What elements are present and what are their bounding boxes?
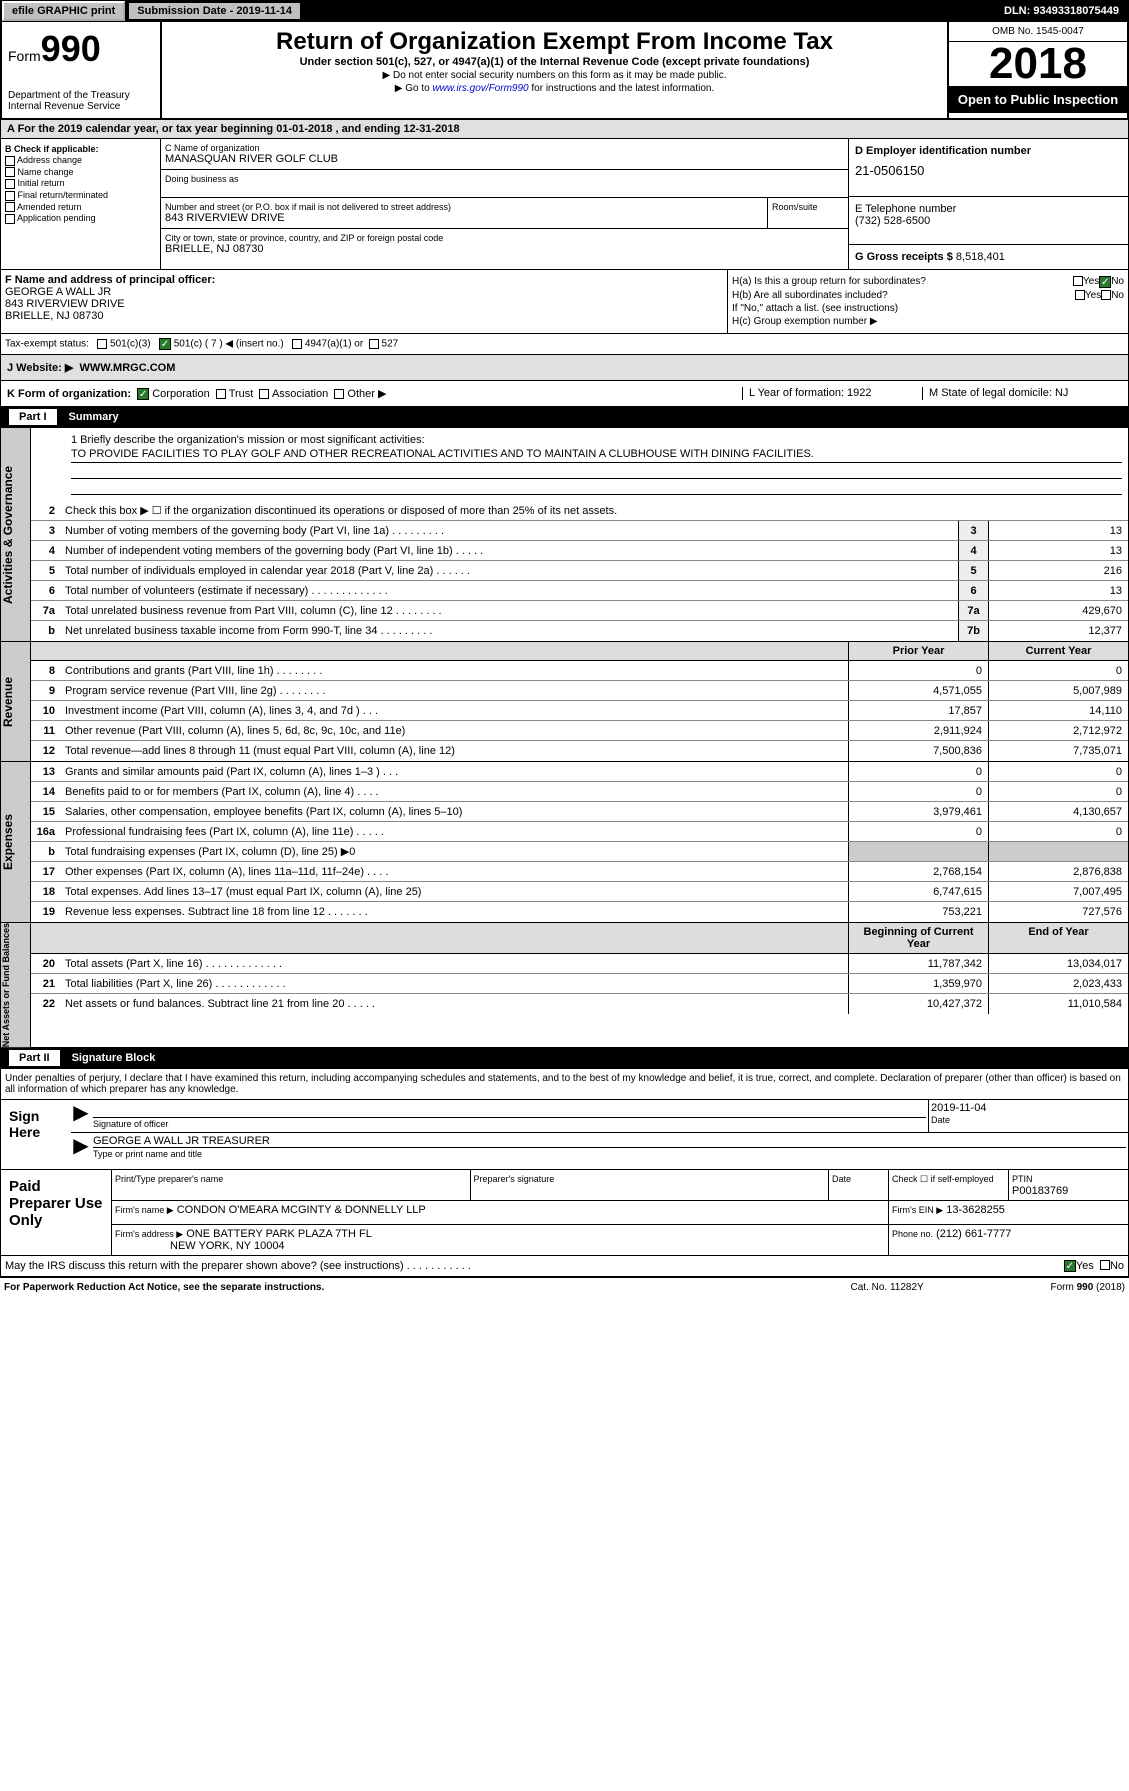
perjury-text: Under penalties of perjury, I declare th… (0, 1069, 1129, 1100)
part-1-header: Part ISummary (0, 407, 1129, 428)
year-formation: L Year of formation: 1922 (742, 387, 922, 400)
revenue-section: Revenue Prior YearCurrent Year 8Contribu… (0, 642, 1129, 762)
sign-here-block: Sign Here ▶ Signature of officer 2019-11… (0, 1100, 1129, 1170)
dept-label: Department of the Treasury Internal Reve… (8, 90, 154, 112)
box-c-street: Number and street (or P.O. box if mail i… (161, 198, 768, 228)
discuss-row: May the IRS discuss this return with the… (0, 1256, 1129, 1277)
line-21: 21Total liabilities (Part X, line 26) . … (31, 974, 1128, 994)
state-domicile: M State of legal domicile: NJ (922, 387, 1122, 400)
box-c-city: City or town, state or province, country… (161, 228, 848, 259)
line-5: 5Total number of individuals employed in… (31, 561, 1128, 581)
irs-link[interactable]: www.irs.gov/Form990 (432, 83, 528, 94)
box-c-room: Room/suite (768, 198, 848, 228)
top-bar: efile GRAPHIC print Submission Date - 20… (0, 0, 1129, 22)
box-d-ein: D Employer identification number 21-0506… (849, 139, 1128, 197)
line-22: 22Net assets or fund balances. Subtract … (31, 994, 1128, 1014)
form-header: Form990 Department of the Treasury Inter… (0, 22, 1129, 120)
box-c-dba: Doing business as (161, 170, 848, 198)
submission-date: Submission Date - 2019-11-14 (129, 3, 300, 19)
revenue-label: Revenue (1, 642, 31, 761)
form-ref: Form 990 (2018) (1051, 1282, 1125, 1293)
paid-preparer-block: Paid Preparer Use Only Print/Type prepar… (0, 1170, 1129, 1256)
netassets-section: Net Assets or Fund Balances Beginning of… (0, 923, 1129, 1048)
mission-block: 1 Briefly describe the organization's mi… (31, 428, 1128, 501)
expenses-section: Expenses 13Grants and similar amounts pa… (0, 762, 1129, 923)
open-to-public: Open to Public Inspection (949, 86, 1127, 113)
efile-button[interactable]: efile GRAPHIC print (2, 1, 125, 21)
website-row: J Website: ▶ WWW.MRGC.COM (0, 355, 1129, 381)
line-20: 20Total assets (Part X, line 16) . . . .… (31, 954, 1128, 974)
box-h: H(a) Is this a group return for subordin… (728, 270, 1128, 333)
line-19: 19Revenue less expenses. Subtract line 1… (31, 902, 1128, 922)
k-org-row: K Form of organization: ✓ Corporation Tr… (0, 381, 1129, 407)
form-subtitle: Under section 501(c), 527, or 4947(a)(1)… (168, 56, 941, 68)
instr-2: ▶ Go to www.irs.gov/Form990 for instruct… (168, 83, 941, 94)
expenses-label: Expenses (1, 762, 31, 922)
line-8: 8Contributions and grants (Part VIII, li… (31, 661, 1128, 681)
box-b: B Check if applicable: Address change Na… (1, 139, 161, 269)
footer: For Paperwork Reduction Act Notice, see … (0, 1277, 1129, 1297)
line-2: 2Check this box ▶ ☐ if the organization … (31, 501, 1128, 521)
tax-year: 2018 (949, 42, 1127, 86)
line-16a: 16aProfessional fundraising fees (Part I… (31, 822, 1128, 842)
line-13: 13Grants and similar amounts paid (Part … (31, 762, 1128, 782)
box-f-officer: F Name and address of principal officer:… (1, 270, 728, 333)
line-12: 12Total revenue—add lines 8 through 11 (… (31, 741, 1128, 761)
line-7a: 7aTotal unrelated business revenue from … (31, 601, 1128, 621)
officer-h-row: F Name and address of principal officer:… (0, 270, 1129, 334)
period-row: A For the 2019 calendar year, or tax yea… (0, 120, 1129, 139)
line-10: 10Investment income (Part VIII, column (… (31, 701, 1128, 721)
line-17: 17Other expenses (Part IX, column (A), l… (31, 862, 1128, 882)
line-9: 9Program service revenue (Part VIII, lin… (31, 681, 1128, 701)
line-15: 15Salaries, other compensation, employee… (31, 802, 1128, 822)
line-4: 4Number of independent voting members of… (31, 541, 1128, 561)
line-3: 3Number of voting members of the governi… (31, 521, 1128, 541)
part-2-header: Part IISignature Block (0, 1048, 1129, 1069)
box-e-phone: E Telephone number (732) 528-6500 (849, 197, 1128, 245)
form-label: Form990 (8, 28, 154, 70)
line-6: 6Total number of volunteers (estimate if… (31, 581, 1128, 601)
governance-section: Activities & Governance 1 Briefly descri… (0, 428, 1129, 642)
dln: DLN: 93493318075449 (1004, 5, 1127, 17)
line-b: bTotal fundraising expenses (Part IX, co… (31, 842, 1128, 862)
tax-status-row: Tax-exempt status: 501(c)(3) ✓ 501(c) ( … (0, 334, 1129, 355)
line-14: 14Benefits paid to or for members (Part … (31, 782, 1128, 802)
line-11: 11Other revenue (Part VIII, column (A), … (31, 721, 1128, 741)
line-b: bNet unrelated business taxable income f… (31, 621, 1128, 641)
governance-label: Activities & Governance (1, 428, 31, 641)
box-g-gross: G Gross receipts $ 8,518,401 (849, 245, 1128, 269)
line-18: 18Total expenses. Add lines 13–17 (must … (31, 882, 1128, 902)
entity-info: B Check if applicable: Address change Na… (0, 139, 1129, 270)
netassets-label: Net Assets or Fund Balances (1, 923, 31, 1047)
form-title: Return of Organization Exempt From Incom… (168, 28, 941, 56)
box-c-name: C Name of organization MANASQUAN RIVER G… (161, 139, 848, 170)
instr-1: ▶ Do not enter social security numbers o… (168, 70, 941, 81)
